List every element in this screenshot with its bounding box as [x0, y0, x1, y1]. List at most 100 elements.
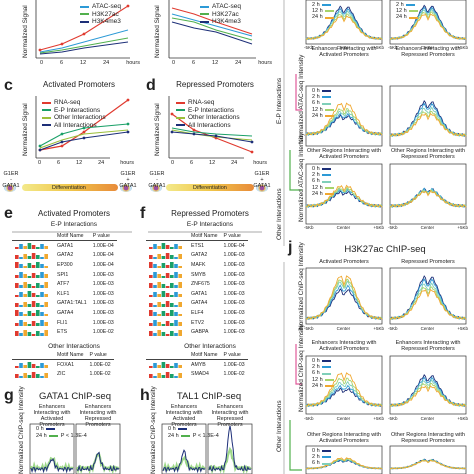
- sequence-logo-icon: [15, 300, 48, 307]
- sequence-logo-icon: [15, 310, 48, 317]
- sequence-logo-icon: [149, 243, 182, 250]
- cell-icon: [120, 184, 132, 192]
- motif-name: GABPA: [191, 329, 209, 336]
- sequence-logo-icon: [149, 362, 182, 369]
- panel-d-xticks: 0 6 12 24 hours: [171, 160, 267, 166]
- sequence-logo-icon: [15, 362, 48, 369]
- data-point: [82, 136, 86, 140]
- sequence-logo-icon: [15, 262, 48, 269]
- data-point: [38, 148, 42, 152]
- chip-trace-24h: [75, 451, 120, 474]
- sequence-logo-icon: [15, 371, 48, 378]
- top-left-plot-axes: [35, 0, 256, 59]
- top-right-legend: ATAC-seq H3K27ac H3K4me3: [200, 3, 241, 26]
- series-line: [171, 7, 253, 35]
- p-value: 1.00E-03: [223, 300, 245, 307]
- p-value: 1.00E-03: [92, 309, 114, 316]
- panel-g-title: GATA1 ChIP-seq: [39, 391, 111, 402]
- chip-trace-24h: [29, 456, 74, 472]
- p-value: 1.00E-03: [223, 329, 245, 336]
- sequence-logo-icon: [15, 281, 48, 288]
- p-value: 1.00E-04: [223, 242, 245, 249]
- data-point: [60, 42, 64, 46]
- sequence-logo-icon: [149, 310, 182, 317]
- data-point: [170, 130, 174, 134]
- motif-name: ELF4: [191, 309, 204, 316]
- panel-e-other-table: Motif Name P value FOXA1 1.00E-02 ZIC 1.00E-…: [12, 352, 114, 379]
- chip-trace-0h: [30, 457, 74, 474]
- table-row: EP300 1.00E-04: [12, 260, 117, 270]
- sequence-logo-icon: [149, 252, 182, 259]
- profile-line: [389, 275, 467, 320]
- profile-line: [389, 385, 467, 407]
- sequence-logo-icon: [15, 243, 48, 250]
- motif-name: KLF1: [57, 290, 70, 297]
- sequence-logo-icon: [15, 320, 48, 327]
- profile-line: [305, 102, 383, 136]
- sequence-logo-icon: [149, 272, 182, 279]
- p-value: 1.00E-03: [92, 271, 114, 278]
- p-value: 1.00E-04: [92, 242, 114, 249]
- panel-c-title: Activated Promoters: [42, 80, 116, 89]
- sequence-logo-icon: [15, 252, 48, 259]
- cell-icon: [4, 184, 16, 192]
- profile-line: [389, 188, 467, 208]
- profile-line: [389, 190, 467, 208]
- table-row: GATA2 1.00E-03: [146, 251, 248, 261]
- data-point: [60, 140, 64, 144]
- data-point: [82, 130, 86, 134]
- series-line: [171, 17, 253, 41]
- panel-j-legend-mid: 0 h 2 h 6 h 12 h 24 h: [312, 358, 337, 389]
- panel-label-h: h: [140, 387, 150, 404]
- sequence-logo-icon: [149, 329, 182, 336]
- p-value: 1.00E-03: [223, 252, 245, 259]
- motif-name: EP300: [57, 261, 73, 268]
- panel-e-title: Activated Promoters: [37, 209, 111, 218]
- series-line: [171, 13, 253, 37]
- profile-line: [389, 106, 467, 137]
- data-point: [60, 144, 64, 148]
- table-row: ETS1 1.00E-04: [146, 241, 248, 251]
- motif-name: ETV2: [191, 319, 204, 326]
- panel-h-title: TAL1 ChIP-seq: [176, 391, 242, 402]
- series-line: [39, 131, 129, 151]
- motif-name: GATA4: [57, 309, 74, 316]
- series-line: [171, 21, 253, 45]
- p-value: 1.00E-03: [223, 290, 245, 297]
- sequence-logo-icon: [149, 371, 182, 378]
- table-row: GATA2 1.00E-04: [12, 251, 117, 261]
- profile-line: [305, 109, 383, 136]
- motif-name: AMYB: [191, 361, 206, 368]
- motif-name: GATA1:TAL1: [57, 300, 87, 307]
- data-point: [38, 144, 42, 148]
- table-row: SMYB 1.00E-03: [146, 270, 248, 280]
- sequence-logo-icon: [15, 272, 48, 279]
- profile-line: [389, 8, 467, 40]
- differentiation-arrow: [22, 184, 118, 191]
- motif-name: SMYB: [191, 271, 206, 278]
- panel-f-title: Repressed Promoters: [171, 209, 249, 218]
- panel-label-e: e: [4, 205, 13, 222]
- motif-name: GATA1: [191, 290, 208, 297]
- profile-line: [389, 282, 467, 320]
- sequence-logo-icon: [149, 320, 182, 327]
- panel-label-d: d: [146, 77, 156, 94]
- top-left-legend: ATAC-seq H3K27ac H3K4me3: [80, 3, 121, 26]
- profile-line: [389, 278, 467, 321]
- table-row: GATA4 1.00E-03: [12, 308, 117, 318]
- motif-name: GATA2: [191, 252, 208, 259]
- table-row: GATA1:TAL1 1.00E-03: [12, 299, 117, 309]
- sequence-logo-icon: [149, 281, 182, 288]
- data-point: [38, 48, 42, 52]
- p-value: 1.00E-03: [92, 300, 114, 307]
- profile-line: [305, 372, 383, 407]
- data-point: [126, 122, 130, 126]
- table-row: GATA1 1.00E-04: [12, 241, 117, 251]
- series-line: [171, 113, 253, 153]
- motif-name: ETS1: [191, 242, 204, 249]
- profile-line: [305, 15, 383, 40]
- p-value: 1.00E-03: [223, 261, 245, 268]
- p-value: 1.00E-03: [92, 290, 114, 297]
